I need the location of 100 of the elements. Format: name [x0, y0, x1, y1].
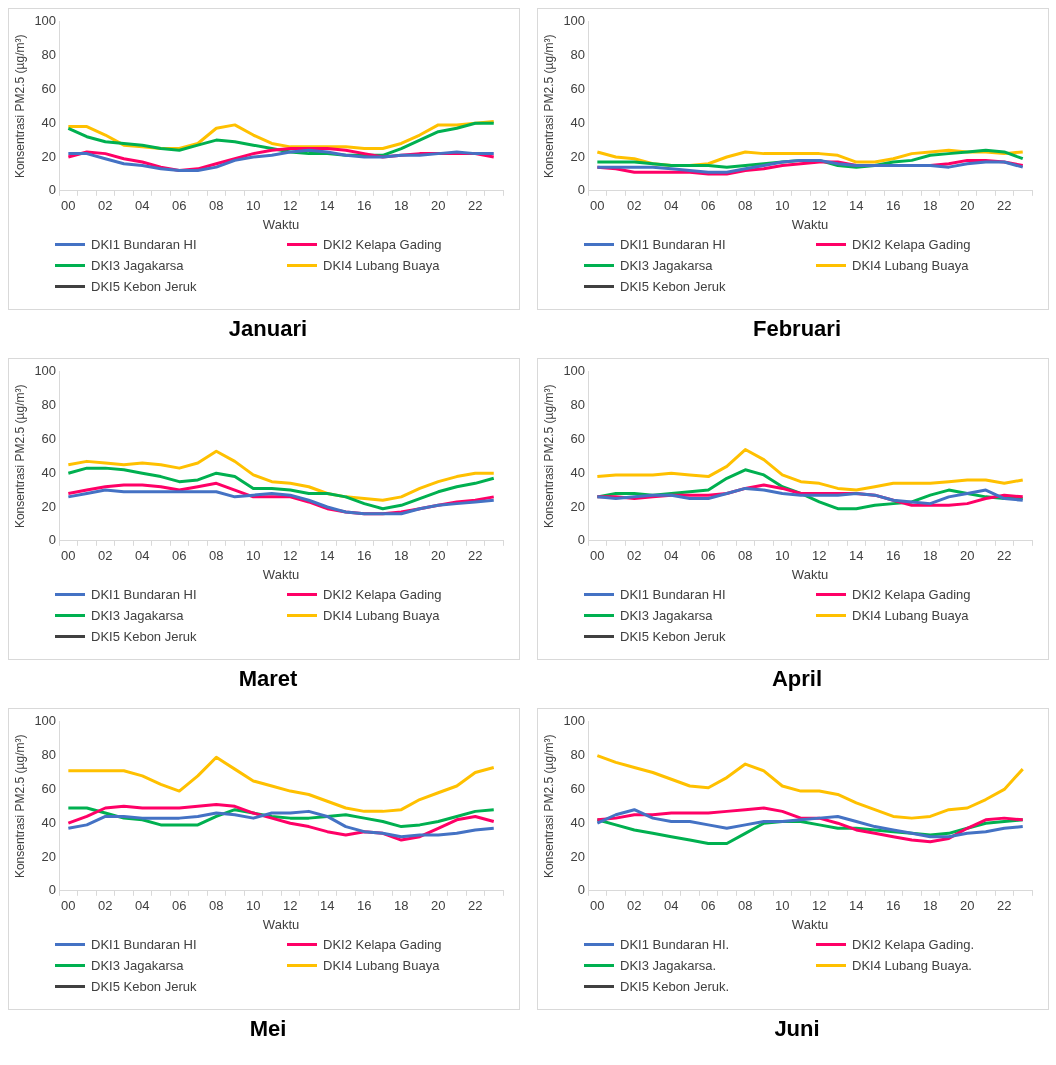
- legend-label: DKI4 Lubang Buaya: [323, 608, 440, 623]
- y-tick-label: 80: [41, 397, 57, 413]
- text: April: [770, 666, 824, 692]
- x-tick-label: 12: [812, 198, 827, 214]
- x-tick-label: 04: [664, 898, 679, 914]
- legend-label: DKI4 Lubang Buaya: [852, 608, 969, 623]
- x-tick-label: 20: [960, 898, 975, 914]
- y-axis-title: Konsentrasi PM2.5 (µg/m³): [12, 734, 27, 879]
- legend-label: DKI3 Jagakarsa: [620, 258, 713, 273]
- y-tick-label: 60: [570, 80, 586, 96]
- x-tick-label: 14: [320, 898, 335, 914]
- y-tick-label: 40: [41, 814, 57, 830]
- legend-label: DKI4 Lubang Buaya: [323, 258, 440, 273]
- x-tick-label: 18: [923, 548, 938, 564]
- x-tick-label: 22: [997, 548, 1012, 564]
- x-tick-label: 10: [246, 898, 261, 914]
- legend-label: DKI1 Bundaran HI: [91, 237, 197, 252]
- x-tick-label: 22: [997, 898, 1012, 914]
- y-tick-label: 80: [570, 397, 586, 413]
- y-tick-label: 100: [563, 713, 586, 729]
- x-tick-label: 04: [135, 898, 150, 914]
- y-tick-label: 20: [41, 848, 57, 864]
- text: Maret: [237, 666, 299, 692]
- x-axis-title: Waktu: [791, 566, 829, 582]
- x-tick-label: 18: [394, 198, 409, 214]
- x-tick-label: 08: [738, 198, 753, 214]
- x-tick-label: 06: [701, 198, 716, 214]
- x-tick-label: 16: [886, 548, 901, 564]
- y-axis-title: Konsentrasi PM2.5 (µg/m³): [541, 734, 556, 879]
- x-tick-label: 14: [849, 548, 864, 564]
- y-tick-label: 60: [570, 780, 586, 796]
- x-tick-label: 20: [960, 548, 975, 564]
- y-tick-label: 80: [41, 747, 57, 763]
- legend-label: DKI4 Lubang Buaya: [852, 258, 969, 273]
- x-tick-label: 16: [886, 198, 901, 214]
- x-tick-label: 10: [775, 898, 790, 914]
- legend-label: DKI2 Kelapa Gading.: [852, 937, 975, 952]
- y-tick-label: 60: [41, 80, 57, 96]
- x-tick-label: 00: [590, 198, 605, 214]
- x-tick-label: 00: [61, 548, 76, 564]
- x-tick-label: 08: [209, 198, 224, 214]
- x-tick-label: 20: [431, 198, 446, 214]
- legend-label: DKI1 Bundaran HI: [91, 587, 197, 602]
- y-axis-title: Konsentrasi PM2.5 (µg/m³): [541, 34, 556, 179]
- legend-label: DKI5 Kebon Jeruk: [620, 629, 726, 644]
- x-tick-label: 16: [357, 898, 372, 914]
- y-tick-label: 0: [577, 532, 586, 548]
- legend-label: DKI4 Lubang Buaya: [323, 958, 440, 973]
- x-tick-label: 22: [468, 898, 483, 914]
- legend-label: DKI1 Bundaran HI.: [620, 937, 730, 952]
- x-tick-label: 18: [394, 898, 409, 914]
- legend-label: DKI2 Kelapa Gading: [323, 937, 442, 952]
- x-tick-label: 08: [738, 898, 753, 914]
- x-tick-label: 00: [590, 548, 605, 564]
- y-tick-label: 60: [41, 430, 57, 446]
- x-tick-label: 04: [664, 548, 679, 564]
- y-tick-label: 60: [41, 780, 57, 796]
- y-tick-label: 40: [41, 114, 57, 130]
- y-tick-label: 20: [41, 498, 57, 514]
- legend-label: DKI5 Kebon Jeruk: [91, 279, 197, 294]
- y-tick-label: 80: [570, 747, 586, 763]
- x-tick-label: 10: [246, 198, 261, 214]
- y-tick-label: 0: [577, 182, 586, 198]
- x-tick-label: 06: [172, 198, 187, 214]
- y-tick-label: 100: [34, 13, 57, 29]
- x-tick-label: 20: [431, 548, 446, 564]
- x-axis-title: Waktu: [262, 566, 300, 582]
- legend-label: DKI3 Jagakarsa.: [620, 958, 717, 973]
- legend-label: DKI1 Bundaran HI: [91, 937, 197, 952]
- x-tick-label: 02: [627, 198, 642, 214]
- x-axis-title: Waktu: [791, 916, 829, 932]
- x-tick-label: 18: [923, 898, 938, 914]
- legend-label: DKI2 Kelapa Gading: [852, 587, 971, 602]
- legend-label: DKI2 Kelapa Gading: [323, 237, 442, 252]
- x-tick-label: 06: [172, 548, 187, 564]
- x-tick-label: 06: [701, 548, 716, 564]
- x-tick-label: 04: [135, 548, 150, 564]
- x-tick-label: 02: [98, 898, 113, 914]
- y-axis-title: Konsentrasi PM2.5 (µg/m³): [12, 384, 27, 529]
- y-tick-label: 40: [41, 464, 57, 480]
- x-tick-label: 00: [590, 898, 605, 914]
- x-tick-label: 02: [98, 548, 113, 564]
- x-tick-label: 18: [923, 198, 938, 214]
- y-axis-title: Konsentrasi PM2.5 (µg/m³): [541, 384, 556, 529]
- x-tick-label: 08: [738, 548, 753, 564]
- x-tick-label: 08: [209, 898, 224, 914]
- legend-label: DKI3 Jagakarsa: [91, 958, 184, 973]
- x-tick-label: 04: [664, 198, 679, 214]
- y-tick-label: 40: [570, 814, 586, 830]
- y-tick-label: 0: [48, 532, 57, 548]
- x-tick-label: 18: [394, 548, 409, 564]
- y-tick-label: 100: [34, 363, 57, 379]
- y-tick-label: 20: [570, 848, 586, 864]
- x-tick-label: 10: [775, 198, 790, 214]
- x-tick-label: 22: [468, 548, 483, 564]
- y-tick-label: 80: [570, 47, 586, 63]
- x-tick-label: 12: [283, 898, 298, 914]
- legend-label: DKI3 Jagakarsa: [91, 258, 184, 273]
- x-axis-title: Waktu: [262, 916, 300, 932]
- y-tick-label: 40: [570, 114, 586, 130]
